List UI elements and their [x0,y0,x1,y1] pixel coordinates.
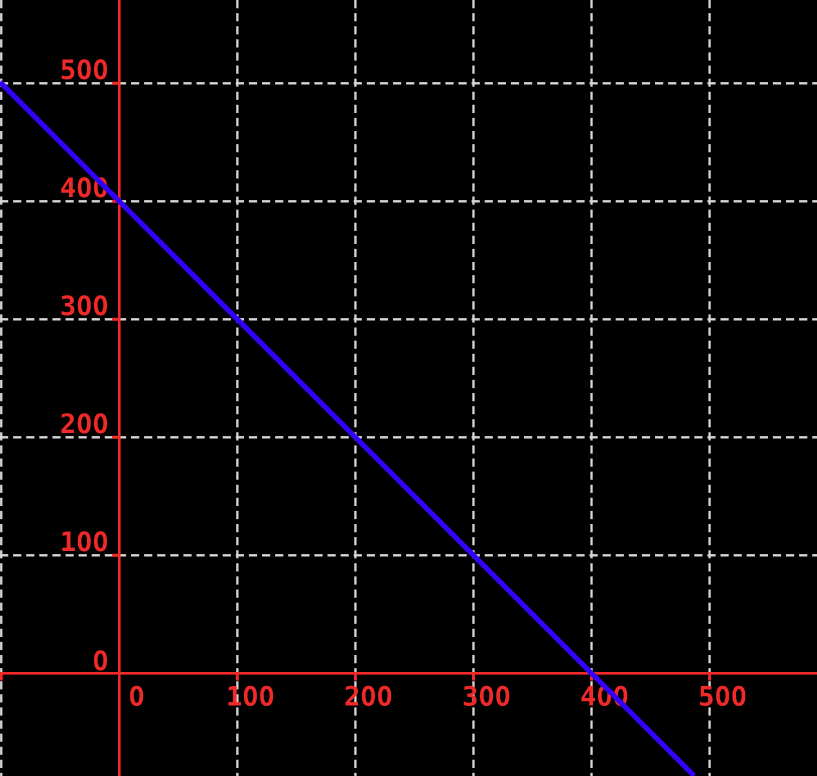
zero-counter-mask [499,692,506,699]
zero-counter-mask [133,692,140,699]
zero-counter-mask [97,301,104,309]
zero-counter-mask [97,537,104,545]
zero-counter-mask [263,692,270,699]
zero-counter-mask [719,692,726,699]
zero-counter-mask [483,692,490,699]
zero-counter-mask [601,692,608,699]
zero-counter-mask [81,301,88,309]
zero-counter-mask [381,692,388,699]
zero-counter-mask [97,419,104,427]
zero-counter-mask [97,183,104,191]
function-line [0,80,697,776]
zero-counter-mask [97,657,104,664]
zero-counter-mask [617,692,624,699]
zero-counter-mask [81,537,88,545]
zero-counter-mask [81,65,88,73]
zero-counter-mask [247,692,254,699]
zero-counter-mask [81,419,88,427]
zero-counter-mask [97,65,104,73]
zero-counter-mask [81,183,88,191]
zero-counter-mask [365,692,372,699]
zero-counter-mask [736,692,742,699]
